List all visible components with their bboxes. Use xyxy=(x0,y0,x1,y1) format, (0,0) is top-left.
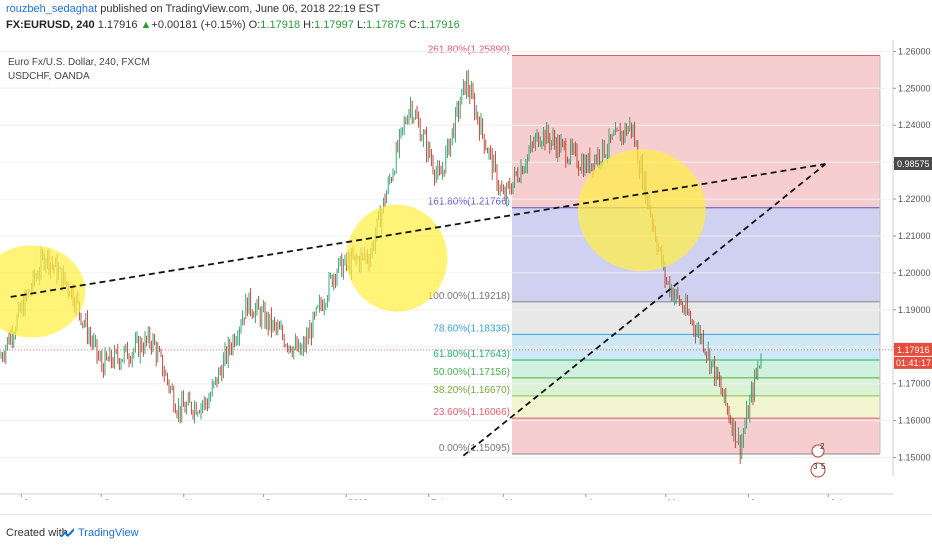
price-change: +0.00181 (+0.15%) xyxy=(151,19,246,31)
event-markers: 2 3 5 xyxy=(810,442,826,478)
price-tick-label: 1.16000 xyxy=(898,416,931,426)
price-tick-label: 1.22000 xyxy=(898,194,931,204)
price-axis: 1.260001.250001.240001.230001.220001.210… xyxy=(892,40,932,500)
last-price-badge xyxy=(894,342,932,356)
highlight-circle xyxy=(346,204,448,312)
event-marker-count: 5 xyxy=(821,462,826,471)
event-marker-icon xyxy=(810,462,826,478)
chart-header: rouzbeh_sedaghat published on TradingVie… xyxy=(0,0,932,38)
fib-label: 161.80%(1.21766) xyxy=(428,197,510,208)
legend-compare-series: USDCHF, OANDA xyxy=(8,71,90,82)
compare-price-text: 0.98575 xyxy=(897,159,930,169)
open-value: 1.17918 xyxy=(260,19,301,31)
event-marker-icon xyxy=(811,444,825,458)
time-tick-label: May xyxy=(668,498,686,500)
trendlines xyxy=(0,163,892,457)
highlight-circle xyxy=(577,149,706,272)
tradingview-logo-icon xyxy=(60,528,74,537)
time-tick-label: Jun xyxy=(750,498,765,500)
time-tick-label: 2018 xyxy=(348,498,368,500)
fib-band xyxy=(512,301,880,335)
fib-band xyxy=(512,418,880,455)
price-tick-label: 1.20000 xyxy=(898,268,931,278)
compare-price-badge xyxy=(894,157,932,170)
fib-band xyxy=(512,377,880,396)
countdown-badge xyxy=(894,356,932,369)
event-marker-count: 3 xyxy=(813,462,818,471)
author-link[interactable]: rouzbeh_sedaghat xyxy=(6,3,98,15)
price-tick-label: 1.25000 xyxy=(898,83,931,93)
fib-label: 78.60%(1.18336) xyxy=(433,323,510,334)
fib-label: 0.00%(1.15095) xyxy=(439,443,510,454)
quote-line: FX:EURUSD, 240 1.17916 ▲+0.00181 (+0.15%… xyxy=(6,19,460,31)
close-value: 1.17916 xyxy=(419,19,460,31)
fib-label: 100.00%(1.19218) xyxy=(428,291,510,302)
fib-band xyxy=(512,395,880,419)
fibonacci-levels: 261.80%(1.25890) 161.80%(1.21766) 100.00%(… xyxy=(428,44,881,455)
fib-label: 50.00%(1.17156) xyxy=(433,367,510,378)
high-label: H: xyxy=(303,19,315,31)
price-tick-label: 1.19000 xyxy=(898,305,931,315)
publish-info: rouzbeh_sedaghat published on TradingVie… xyxy=(6,3,380,15)
fib-label: 61.80%(1.17643) xyxy=(433,349,510,360)
time-tick-label: Feb xyxy=(431,498,447,500)
open-label: O: xyxy=(248,19,261,31)
time-axis: Sep Oct Nov Dec 2018 Feb Mar Apr May Jun Jul xyxy=(0,493,893,500)
chart-legend: Euro Fx/U.S. Dollar, 240, FXCM USDCHF, O… xyxy=(8,56,150,84)
fib-label: 38.20%(1.16670) xyxy=(433,385,510,396)
last-price: 1.17916 xyxy=(97,19,138,31)
footer: Created with TradingView xyxy=(0,514,932,551)
published-text: published on TradingView.com, June 06, 2… xyxy=(100,3,381,15)
price-axis-bg xyxy=(893,40,932,500)
close-label: C: xyxy=(408,19,420,31)
fib-band xyxy=(512,359,880,378)
countdown-text: 01:41:17 xyxy=(896,358,931,368)
symbol-label: FX:EURUSD, 240 xyxy=(6,19,95,31)
price-tick-label: 1.15000 xyxy=(898,453,931,463)
tradingview-link[interactable]: TradingView xyxy=(78,527,139,539)
trendline xyxy=(462,163,827,457)
time-tick-label: Mar xyxy=(505,498,521,500)
time-tick-label: Oct xyxy=(103,498,118,500)
low-label: L: xyxy=(356,19,367,31)
legend-main-series: Euro Fx/U.S. Dollar, 240, FXCM xyxy=(8,57,150,68)
price-tick-label: 1.26000 xyxy=(898,46,931,56)
fib-label: 23.60%(1.16066) xyxy=(433,407,510,418)
last-price-badge-text: 1.17916 xyxy=(897,345,930,355)
price-tick-label: 1.21000 xyxy=(898,231,931,241)
time-tick-label: Dec xyxy=(266,498,283,500)
time-tick-label: Jul xyxy=(830,498,842,500)
highlight-circles xyxy=(0,149,706,338)
price-tick-label: 1.24000 xyxy=(898,120,931,130)
price-tick-label: 1.17000 xyxy=(898,379,931,389)
price-chart[interactable]: 261.80%(1.25890) 161.80%(1.21766) 100.00%(… xyxy=(0,40,932,500)
fib-label: 261.80%(1.25890) xyxy=(428,44,510,55)
time-tick-label: Apr xyxy=(588,498,602,500)
event-marker-count: 2 xyxy=(820,442,825,451)
time-tick-label: Sep xyxy=(23,498,39,500)
created-with-text: Created with xyxy=(6,527,68,539)
trendline xyxy=(10,163,826,298)
up-arrow-icon: ▲ xyxy=(140,19,152,31)
high-value: 1.17997 xyxy=(314,19,354,31)
time-tick-label: Nov xyxy=(186,498,203,500)
low-value: 1.17875 xyxy=(366,19,406,31)
